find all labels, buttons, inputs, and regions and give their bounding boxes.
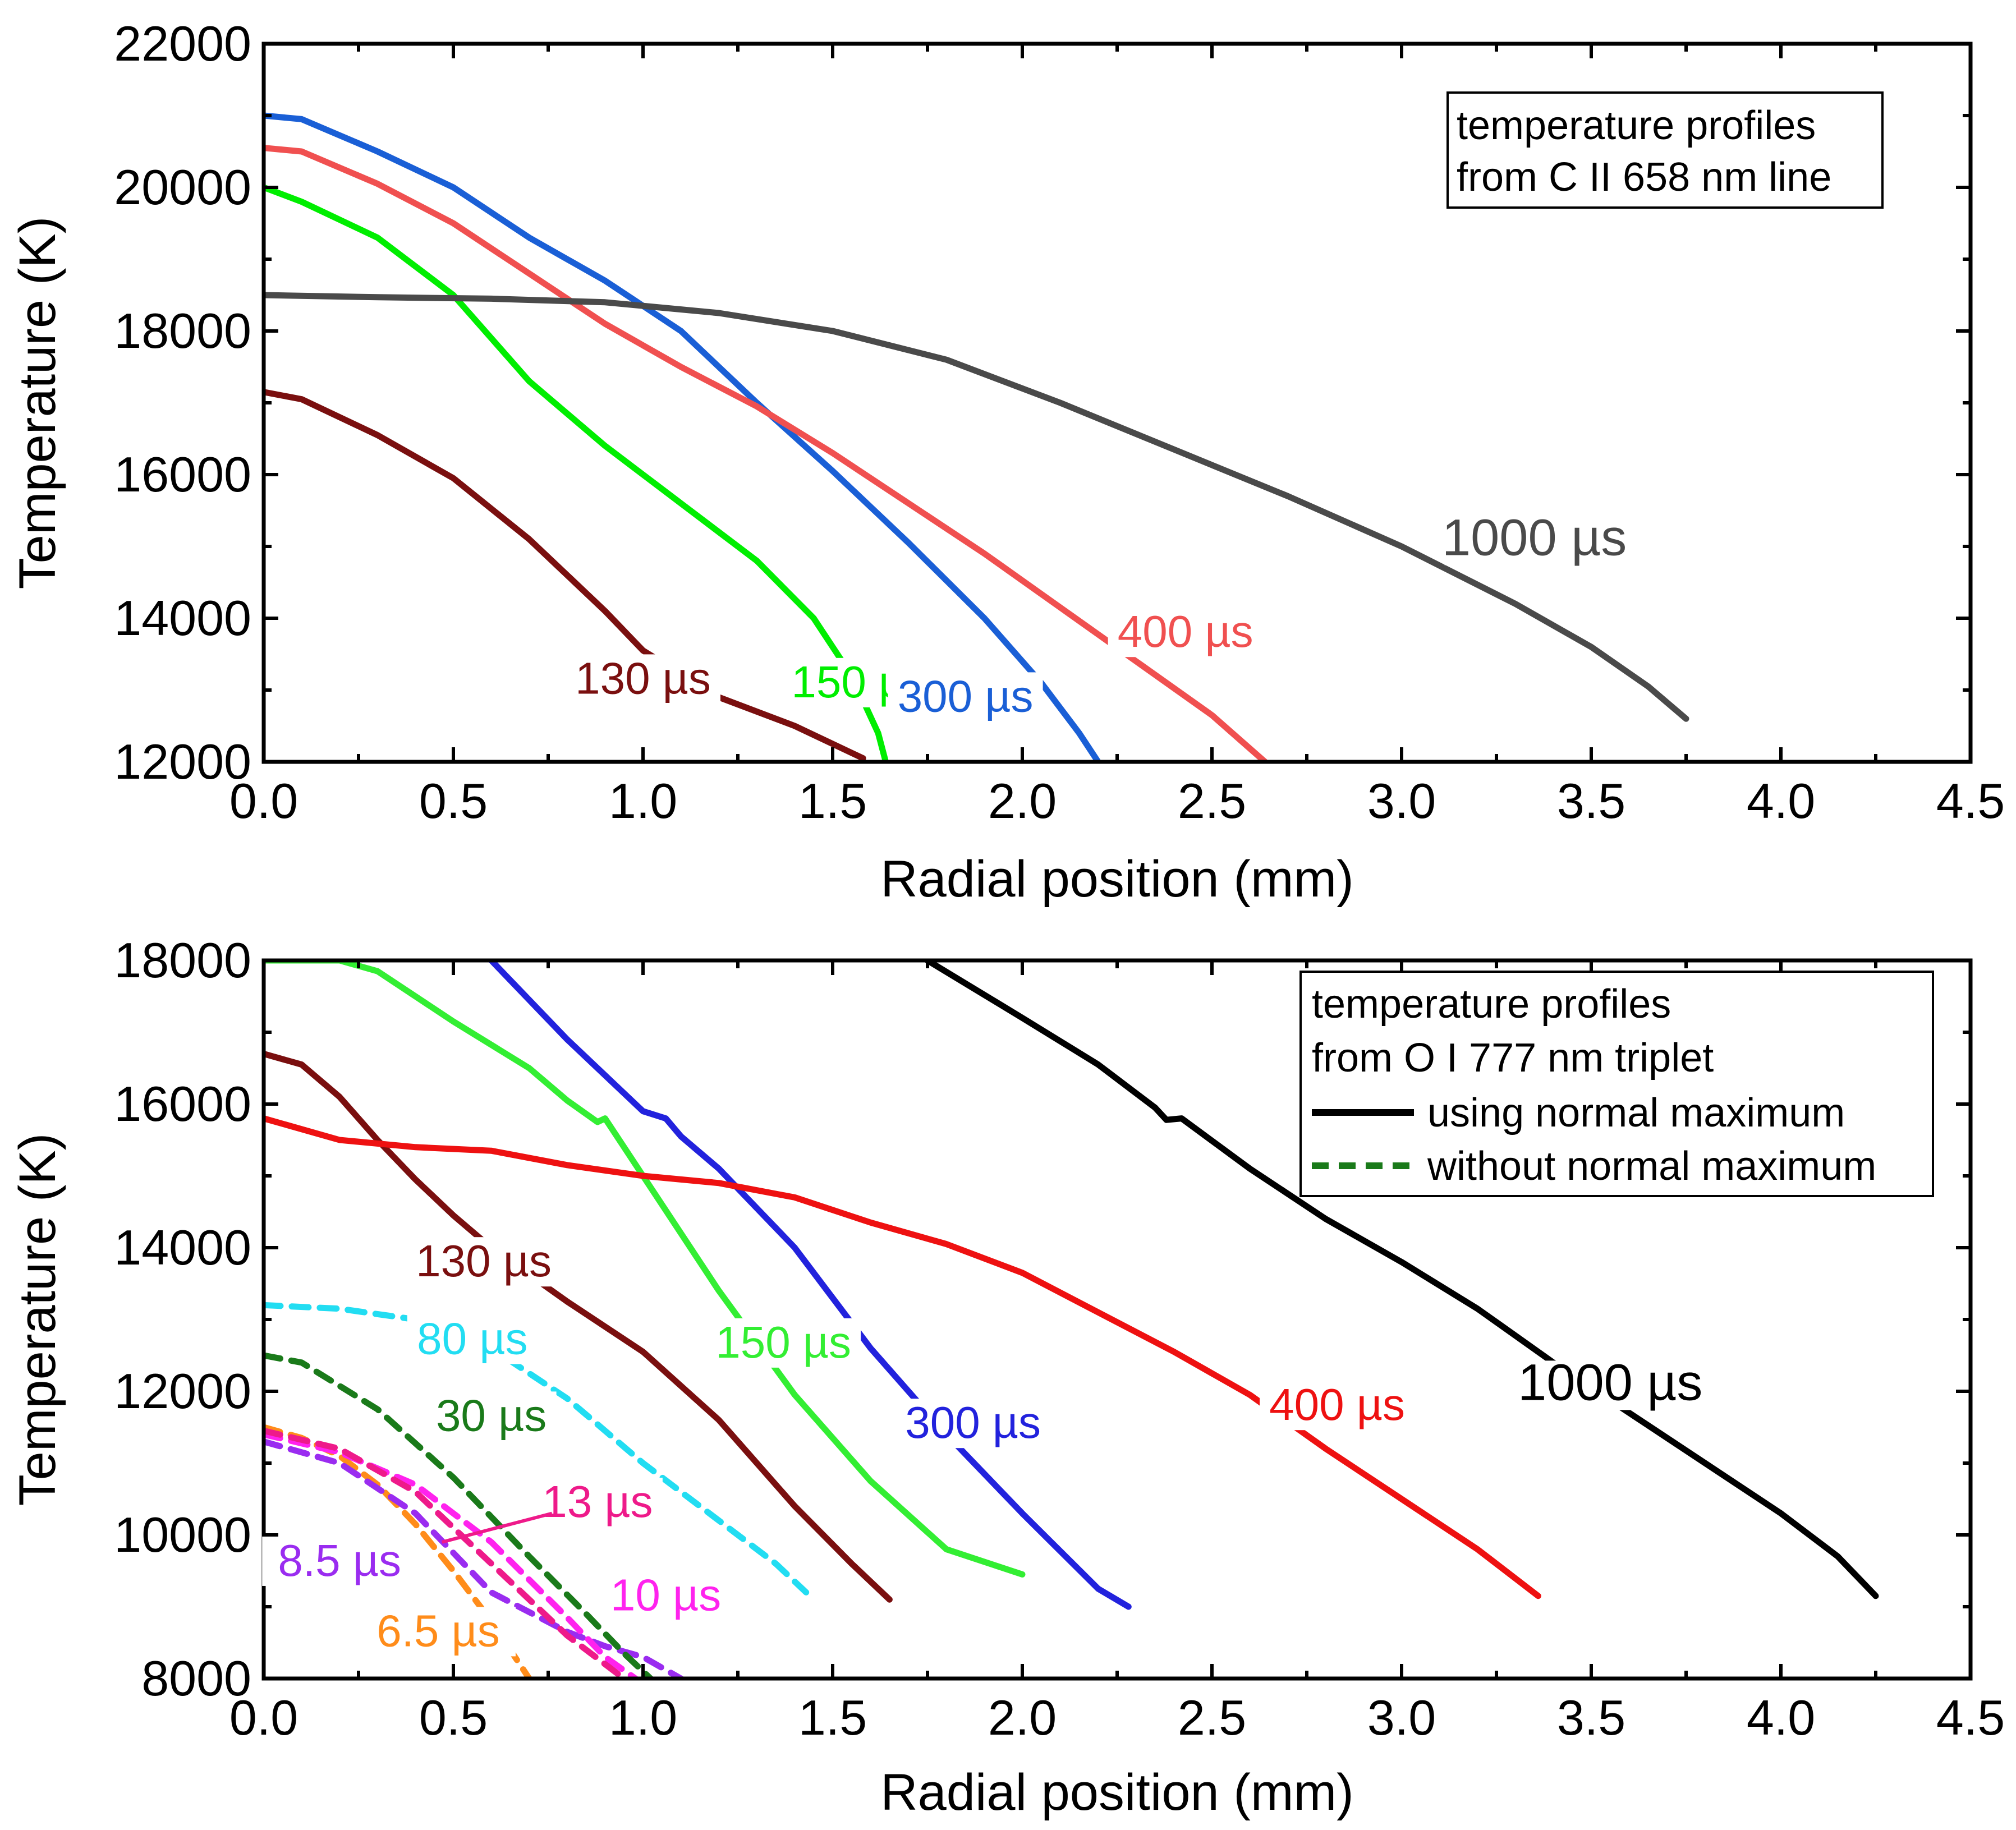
legend-line-1-bottom: temperature profiles (1312, 982, 1671, 1027)
series-line-300-s (488, 960, 1132, 1610)
series-label: 130 µs (575, 653, 711, 703)
x-tick-label: 2.5 (1178, 773, 1246, 829)
series-line-10-s (264, 1431, 639, 1679)
x-tick-label: 0.0 (229, 773, 298, 829)
y-tick-label: 16000 (114, 1076, 251, 1132)
y-tick-label: 8000 (141, 1650, 251, 1706)
x-tick-label: 0.5 (419, 1690, 488, 1745)
series-label: 400 µs (1118, 606, 1253, 656)
series-label: 30 µs (436, 1390, 547, 1440)
legend-entry-using-normal-maximum: using normal maximum (1427, 1091, 1845, 1135)
series-label: 8.5 µs (278, 1535, 401, 1585)
x-tick-label: 0.0 (229, 1690, 298, 1745)
legend-line-2-bottom: from O I 777 nm triplet (1312, 1036, 1714, 1080)
chart-o-i-777nm: 0.0 0.5 1.0 1.5 2.0 2.5 3.0 3.5 4.0 4.5 8000 10000 1… (9, 932, 2005, 1821)
legend-bottom: temperature profiles from O I 777 nm tri… (1299, 971, 1934, 1197)
legend-box-top (1446, 91, 1884, 209)
y-tick-label: 16000 (114, 447, 251, 502)
series-label-bg (262, 1536, 417, 1586)
series-label-bg (1520, 1360, 1700, 1410)
chart-c-ii-658nm: 0.0 0.5 1.0 1.5 2.0 2.5 3.0 3.5 4.0 4.5 12000 14000… (9, 16, 2005, 908)
series-label: 6.5 µs (376, 1606, 500, 1656)
series-label: 400 µs (1269, 1380, 1405, 1429)
series-label: 1000 µs (1442, 509, 1627, 566)
series-line-8_5-s (264, 1438, 685, 1679)
series-line-13-s (264, 1427, 627, 1679)
series-layer-top (264, 112, 1689, 762)
series-labels-bottom: 6.5 µs 8.5 µs 10 µs 13 µs 30 µs 80 µs 130 µs 15… (262, 1236, 1702, 1657)
x-tick-label: 1.5 (798, 1690, 867, 1745)
series-label-bg (406, 1237, 562, 1287)
series-label: 10 µs (610, 1570, 721, 1620)
series-label-bg (532, 1478, 663, 1527)
x-tick-label: 1.5 (798, 773, 867, 829)
y-tick-label: 18000 (114, 303, 251, 358)
x-tick-label: 0.5 (419, 773, 488, 829)
series-label-bg (896, 1399, 1051, 1449)
series-label: 1000 µs (1518, 1354, 1702, 1411)
series-line-300-s (264, 112, 1101, 762)
legend-line-2-top: from C II 658 nm line (1457, 155, 1831, 200)
y-tick-label: 12000 (114, 1363, 251, 1419)
x-axis-title-bottom: Radial position (mm) (880, 1764, 1354, 1821)
series-label: 13 µs (542, 1477, 653, 1526)
y-tick-label: 22000 (114, 16, 251, 71)
series-line-130-s (264, 389, 866, 762)
series-label: 80 µs (417, 1313, 527, 1363)
series-line-1000-s (924, 960, 1879, 1599)
x-tick-label: 1.0 (609, 1690, 677, 1745)
ticks-layer-bottom: 0.0 0.5 1.0 1.5 2.0 2.5 3.0 3.5 4.0 4.5 8000 10000 1… (114, 932, 2005, 1745)
series-label-bg (1260, 1381, 1415, 1431)
x-tick-label: 2.5 (1178, 1690, 1246, 1745)
y-tick-label: 14000 (114, 1220, 251, 1275)
series-label-bg (360, 1607, 516, 1657)
x-tick-label: 2.0 (988, 1690, 1057, 1745)
y-tick-label: 12000 (114, 734, 251, 789)
x-tick-label: 3.0 (1367, 773, 1436, 829)
series-label-bg (407, 1314, 538, 1364)
y-axis-title-bottom: Temperature (K) (9, 1133, 66, 1506)
series-line-1000-s (264, 292, 1689, 722)
y-axis-title-top: Temperature (K) (9, 217, 66, 590)
x-tick-label: 1.0 (609, 773, 677, 829)
series-line-80-s (264, 1302, 810, 1595)
y-tick-label: 14000 (114, 590, 251, 646)
y-tick-label: 18000 (114, 932, 251, 988)
series-label-bg (426, 1391, 557, 1441)
series-label: 130 µs (416, 1236, 552, 1286)
legend-box-bottom (1299, 971, 1934, 1197)
series-label-bg (888, 672, 1043, 722)
x-tick-label: 3.5 (1557, 773, 1625, 829)
y-tick-label: 20000 (114, 159, 251, 215)
series-label-bg (566, 654, 720, 704)
x-tick-label: 4.0 (1747, 773, 1815, 829)
x-tick-label: 3.0 (1367, 1690, 1436, 1745)
series-label: 300 µs (905, 1397, 1041, 1447)
legend-entry-without-normal-maximum: without normal maximum (1427, 1144, 1876, 1189)
x-axis-title-top: Radial position (mm) (880, 850, 1354, 908)
x-tick-label: 4.5 (1936, 773, 2005, 829)
series-line-150-s (264, 960, 1026, 1578)
x-tick-label: 4.0 (1747, 1690, 1815, 1745)
series-label-bg (1108, 608, 1263, 657)
legend-line-1-top: temperature profiles (1457, 103, 1816, 148)
series-label-bg (1444, 516, 1624, 565)
x-tick-label: 4.5 (1936, 1690, 2005, 1745)
series-label: 150 µs (715, 1317, 851, 1367)
series-line-30-s (264, 1352, 654, 1679)
y-tick-label: 10000 (114, 1507, 251, 1562)
series-label-bg (600, 1571, 731, 1621)
legend-top: temperature profiles from C II 658 nm li… (1446, 91, 1884, 209)
label-leader-13us (441, 1511, 553, 1544)
x-tick-label: 3.5 (1557, 1690, 1625, 1745)
series-label: 300 µs (898, 671, 1034, 721)
ticks-layer-top: 0.0 0.5 1.0 1.5 2.0 2.5 3.0 3.5 4.0 4.5 12000 14000… (114, 16, 2005, 829)
series-line-400-s (264, 1115, 1541, 1599)
x-tick-label: 2.0 (988, 773, 1057, 829)
series-label-bg (706, 1318, 861, 1368)
